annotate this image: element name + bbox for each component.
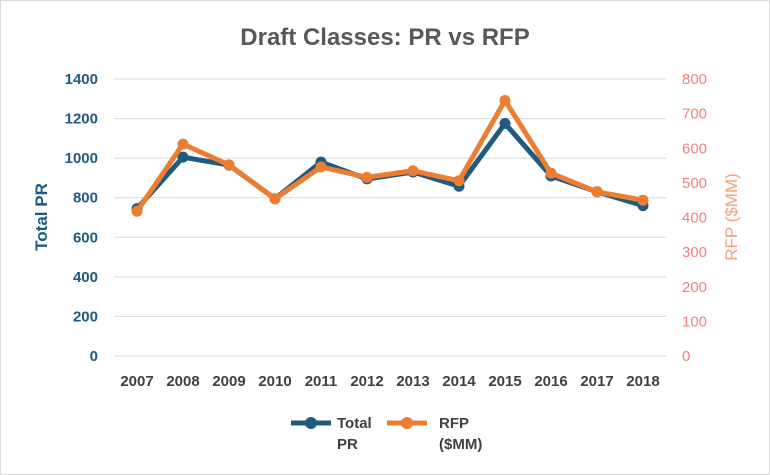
data-point-rfp [131, 205, 143, 217]
legend-label-rfp-line1: RFP [439, 415, 469, 432]
x-tick-label: 2009 [212, 373, 245, 390]
legend-marker-rfp [401, 417, 413, 429]
right-tick-label: 0 [682, 348, 690, 365]
right-tick-label: 400 [682, 210, 707, 227]
legend-item-rfp: RFP ($MM) [387, 415, 482, 453]
left-tick-label: 200 [73, 308, 98, 325]
data-point-rfp [223, 159, 235, 171]
x-axis-ticks: 2007 2008 2009 2010 2011 2012 2013 2014 2015 2016… [120, 373, 659, 390]
data-point-rfp [591, 186, 603, 198]
series-total-pr [131, 118, 649, 215]
left-tick-label: 400 [73, 269, 98, 286]
right-tick-label: 600 [682, 140, 707, 157]
right-axis-ticks: 0 100 200 300 400 500 600 700 800 [682, 71, 707, 365]
series-line-rfp [134, 97, 646, 214]
right-tick-label: 800 [682, 71, 707, 88]
data-point-rfp [269, 193, 281, 205]
right-axis-title: RFP ($MM) [722, 173, 741, 261]
data-point-rfp [545, 167, 557, 179]
legend-item-total-pr: Total PR [291, 415, 372, 453]
gridlines [114, 78, 666, 357]
data-point-rfp [407, 165, 419, 177]
data-point-rfp [499, 94, 511, 106]
x-tick-label: 2017 [580, 373, 613, 390]
left-tick-label: 1200 [65, 111, 98, 128]
legend-label-rfp-line2: ($MM) [439, 436, 482, 453]
data-point-total-pr [499, 118, 511, 130]
series-line-total-pr [134, 121, 646, 212]
left-tick-label: 1000 [65, 150, 98, 167]
left-tick-label: 1400 [65, 71, 98, 88]
legend-label-total-pr-line1: Total [337, 415, 372, 432]
data-point-rfp [315, 161, 327, 173]
x-tick-label: 2018 [626, 373, 659, 390]
legend-label-total-pr-line2: PR [337, 436, 358, 453]
x-tick-label: 2010 [258, 373, 291, 390]
data-point-rfp [637, 194, 649, 206]
right-tick-label: 700 [682, 106, 707, 123]
right-tick-label: 500 [682, 175, 707, 192]
x-tick-label: 2014 [442, 373, 476, 390]
right-tick-label: 100 [682, 313, 707, 330]
left-axis-ticks: 0 200 400 600 800 1000 1200 1400 [65, 71, 98, 365]
data-point-rfp [453, 175, 465, 187]
series-layer [131, 94, 649, 217]
right-tick-label: 300 [682, 244, 707, 261]
x-tick-label: 2015 [488, 373, 521, 390]
left-tick-label: 600 [73, 229, 98, 246]
data-point-rfp [177, 138, 189, 150]
right-tick-label: 200 [682, 279, 707, 296]
series-rfp [131, 94, 649, 217]
x-tick-label: 2013 [396, 373, 429, 390]
chart-title: Draft Classes: PR vs RFP [240, 24, 529, 51]
left-tick-label: 0 [90, 348, 98, 365]
left-tick-label: 800 [73, 190, 98, 207]
data-point-rfp [361, 171, 373, 183]
x-tick-label: 2008 [166, 373, 199, 390]
x-tick-label: 2012 [350, 373, 383, 390]
legend-marker-total-pr [305, 417, 317, 429]
data-point-total-pr [177, 151, 189, 163]
legend: Total PR RFP ($MM) [291, 415, 482, 453]
x-tick-label: 2007 [120, 373, 153, 390]
x-tick-label: 2016 [534, 373, 567, 390]
left-axis-title: Total PR [32, 183, 51, 251]
x-tick-label: 2011 [305, 373, 338, 390]
